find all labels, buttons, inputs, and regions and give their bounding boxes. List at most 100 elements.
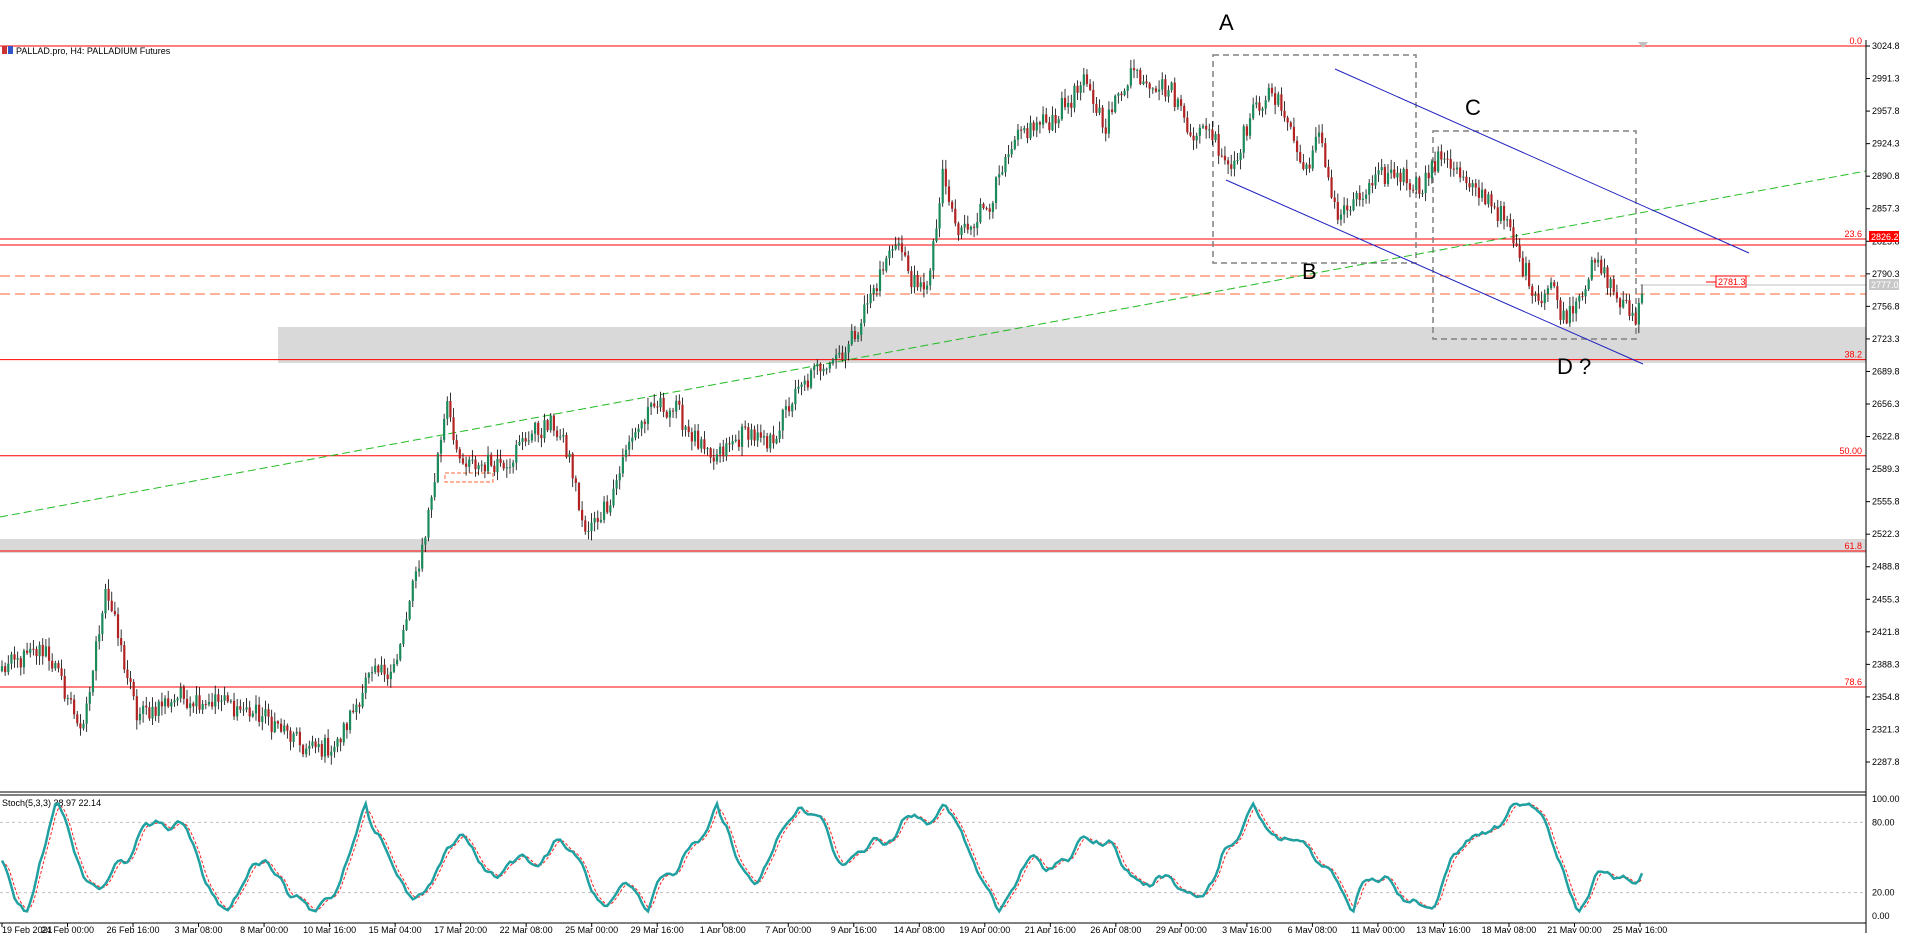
candle-body xyxy=(486,454,490,472)
candle xyxy=(292,731,295,748)
candle xyxy=(1107,101,1111,139)
candle-body xyxy=(160,701,164,707)
candle-body xyxy=(903,252,907,256)
candle-body xyxy=(248,707,251,717)
candle xyxy=(1051,106,1054,132)
candle xyxy=(615,474,618,496)
candle-body xyxy=(1581,296,1584,298)
candle-body xyxy=(1035,122,1038,131)
candle-body xyxy=(154,706,157,716)
candle-body xyxy=(985,208,988,210)
candle-body xyxy=(226,695,229,702)
candle xyxy=(223,686,226,705)
candle-body xyxy=(524,438,527,442)
candle-body xyxy=(1176,99,1180,108)
candle-body xyxy=(405,619,408,630)
candle-body xyxy=(1371,183,1374,186)
candle-body xyxy=(1433,161,1437,172)
candle xyxy=(245,698,248,713)
candle xyxy=(1352,192,1355,212)
stoch-main-line xyxy=(0,799,1644,914)
candle-body xyxy=(759,432,762,438)
candle xyxy=(1534,291,1537,302)
candle xyxy=(1223,146,1227,165)
candle-body xyxy=(358,704,361,707)
candle xyxy=(1437,146,1440,174)
candle-body xyxy=(947,186,951,202)
trend-lines xyxy=(0,68,1867,518)
candle-body xyxy=(653,403,656,407)
price-tick-label: 2488.8 xyxy=(1872,562,1900,572)
candle xyxy=(957,221,960,241)
candle-body xyxy=(1001,172,1004,175)
candle xyxy=(248,700,251,722)
price-tick-label: 2723.3 xyxy=(1872,334,1900,344)
candle xyxy=(559,429,562,441)
time-tick-label: 17 Mar 20:00 xyxy=(434,925,487,933)
candle-body xyxy=(1092,89,1095,104)
candle-body xyxy=(270,716,273,733)
candle xyxy=(628,435,631,456)
candle-body xyxy=(828,363,831,369)
candle xyxy=(797,379,800,394)
candle-body xyxy=(1618,298,1622,308)
time-tick-label: 29 Mar 16:00 xyxy=(631,925,684,933)
candle xyxy=(439,436,443,463)
candle xyxy=(251,710,254,718)
alert-tag[interactable] xyxy=(1715,275,1747,288)
candle-body xyxy=(1465,176,1468,184)
candle-body xyxy=(455,440,458,450)
candle xyxy=(1233,151,1236,177)
candle xyxy=(1512,219,1515,248)
candle-body xyxy=(646,406,650,424)
candle-body xyxy=(301,745,305,755)
candle-body xyxy=(725,443,728,457)
candle-body xyxy=(1490,194,1493,207)
candle-body xyxy=(236,706,239,717)
candle xyxy=(728,436,731,453)
candle xyxy=(963,214,966,234)
time-tick-label: 10 Mar 16:00 xyxy=(303,925,356,933)
candle xyxy=(1540,291,1543,308)
time-tick-label: 25 May 16:00 xyxy=(1613,925,1668,933)
price-tick-label: 2421.8 xyxy=(1872,627,1900,637)
candle-body xyxy=(1540,300,1543,304)
candle-body xyxy=(941,168,944,204)
candle-body xyxy=(430,497,433,510)
candle xyxy=(954,199,957,227)
scroll-arrow-icon[interactable] xyxy=(1638,42,1648,48)
candle xyxy=(1248,113,1252,140)
candle-body xyxy=(1170,82,1173,91)
candle xyxy=(1609,277,1612,297)
candle-body xyxy=(1117,93,1120,96)
candle-body xyxy=(98,634,101,642)
price-tick-label: 3024.8 xyxy=(1872,41,1900,51)
candle-body xyxy=(220,700,223,702)
candle xyxy=(813,363,816,379)
stoch-tick-label: 80.00 xyxy=(1872,817,1895,827)
candle xyxy=(816,359,819,375)
candle-body xyxy=(869,293,872,304)
candle-body xyxy=(327,737,330,756)
candle xyxy=(1211,121,1214,145)
candle-body xyxy=(82,723,85,729)
candle-body xyxy=(1195,135,1198,141)
candle xyxy=(210,692,214,710)
candle-body xyxy=(1277,94,1280,105)
candle-body xyxy=(693,430,697,442)
candle-body xyxy=(1023,128,1026,131)
candle-body xyxy=(1010,148,1013,155)
candle xyxy=(1258,96,1261,116)
candle-body xyxy=(1509,219,1512,228)
candle xyxy=(1618,297,1622,315)
candle xyxy=(624,444,628,462)
candle xyxy=(123,641,126,674)
candle-body xyxy=(10,654,13,664)
candle xyxy=(549,413,552,433)
candle-body xyxy=(747,427,750,440)
candle-body xyxy=(1286,117,1289,123)
candle-body xyxy=(1054,115,1057,124)
candle-body xyxy=(1578,296,1581,302)
